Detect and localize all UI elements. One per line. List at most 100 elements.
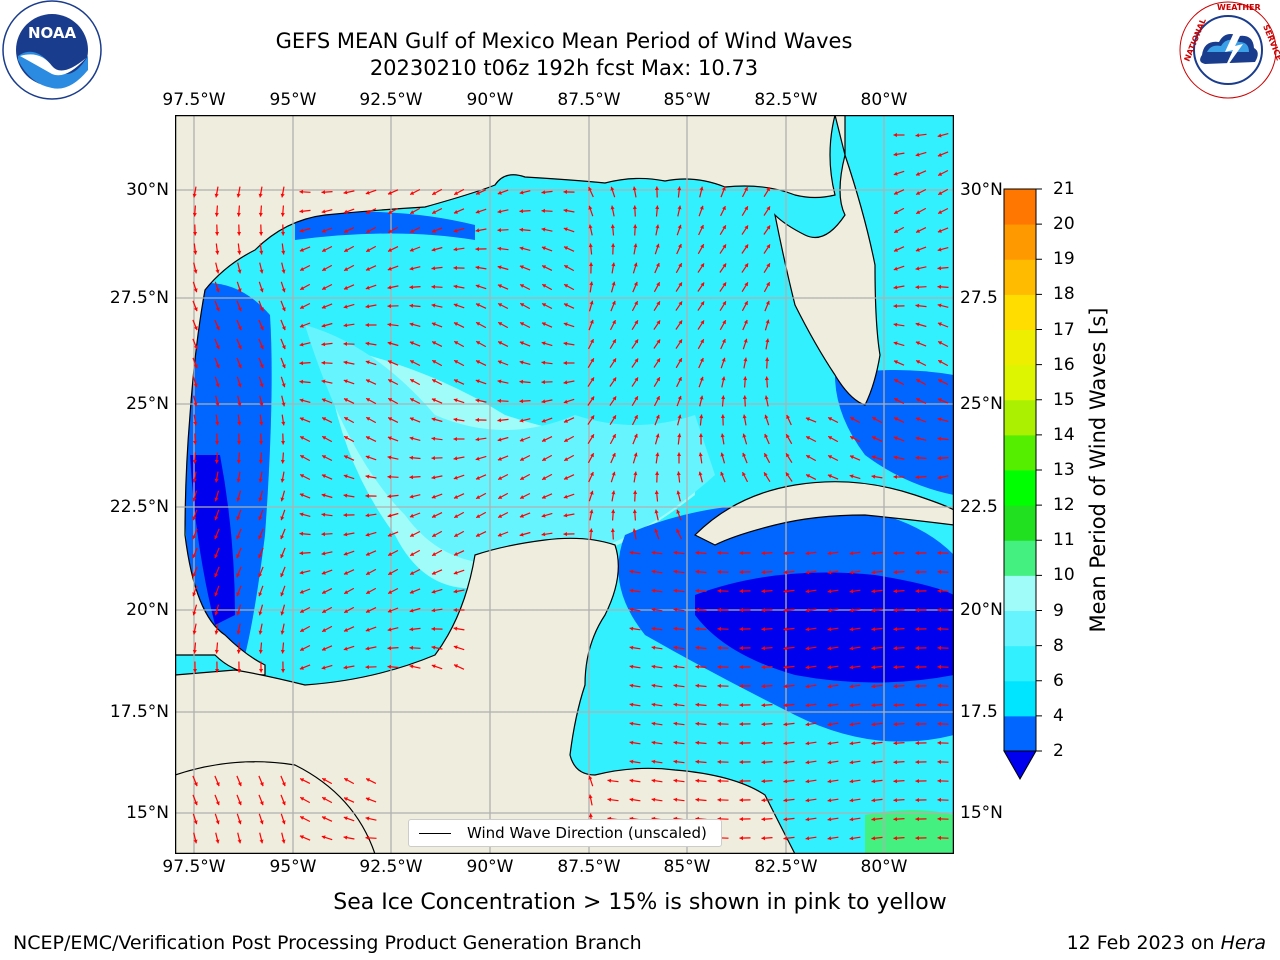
direction-arrow-head (214, 649, 219, 654)
direction-arrow-head (410, 191, 415, 195)
direction-arrow-head (677, 395, 682, 400)
direction-arrow-head (651, 702, 656, 707)
direction-arrow-head (497, 398, 502, 403)
direction-arrow-head (766, 282, 770, 287)
direction-arrow-head (476, 476, 480, 480)
direction-arrow-head (589, 281, 594, 286)
direction-arrow-head (563, 227, 568, 232)
direction-arrow-head (673, 740, 678, 745)
direction-arrow-head (937, 456, 942, 461)
direction-arrow-head (894, 417, 898, 421)
direction-arrow-head (699, 414, 704, 419)
direction-arrow-head (633, 471, 638, 476)
lat-label-left: 25°N (126, 394, 169, 414)
direction-arrow-head (300, 436, 305, 440)
direction-arrow-head (193, 383, 198, 388)
direction-arrow-head (321, 228, 326, 233)
direction-arrow-head (783, 608, 788, 613)
direction-arrow-head (761, 836, 766, 841)
direction-arrow-head (827, 836, 832, 841)
direction-arrow-head (321, 835, 326, 840)
direction-arrow-head (656, 320, 661, 325)
colorbar-bin (1004, 399, 1036, 436)
direction-arrow-head (475, 398, 480, 403)
direction-arrow-head (612, 339, 616, 344)
direction-arrow-head (281, 782, 286, 787)
direction-arrow-head (388, 229, 393, 233)
direction-arrow-head (588, 243, 593, 248)
direction-arrow-head (299, 342, 304, 347)
direction-arrow-head (915, 475, 920, 480)
direction-arrow-head (916, 210, 921, 214)
direction-arrow-head (915, 322, 920, 327)
direction-arrow-head (476, 360, 480, 364)
direction-arrow-head (215, 839, 220, 844)
direction-arrow-head (564, 419, 568, 423)
direction-arrow-head (893, 703, 898, 708)
direction-arrow-head (280, 554, 285, 559)
direction-arrow-head (893, 341, 898, 346)
direction-arrow-head (215, 364, 220, 369)
direction-arrow-head (214, 630, 219, 635)
direction-arrow-head (388, 398, 393, 402)
direction-arrow-head (193, 232, 198, 236)
direction-arrow-head (236, 554, 241, 559)
direction-arrow-head (656, 358, 660, 363)
direction-arrow-head (673, 626, 678, 631)
direction-arrow-head (589, 262, 594, 266)
direction-arrow-head (915, 646, 919, 651)
direction-arrow-head (300, 474, 305, 478)
direction-arrow-head (721, 376, 726, 381)
direction-arrow-head (498, 514, 503, 518)
direction-arrow-head (700, 320, 704, 325)
direction-arrow-head (937, 247, 942, 252)
direction-arrow-head (388, 417, 393, 421)
direction-arrow-head (215, 441, 220, 445)
direction-arrow-head (410, 229, 415, 233)
direction-arrow-head (192, 193, 197, 198)
direction-arrow-head (541, 341, 546, 346)
direction-arrow-head (722, 282, 727, 287)
direction-arrow-head (541, 190, 546, 195)
direction-arrow-head (893, 474, 897, 479)
direction-arrow-head (475, 437, 480, 442)
direction-arrow-head (827, 760, 832, 765)
direction-arrow-head (365, 455, 370, 460)
direction-arrow-head (916, 379, 921, 383)
direction-arrow-head (937, 721, 941, 726)
direction-arrow-head (563, 380, 568, 385)
direction-arrow-head (365, 323, 369, 328)
direction-arrow-head (827, 817, 832, 822)
colorbar-bin (1004, 224, 1036, 260)
direction-arrow-head (321, 398, 326, 403)
direction-arrow-head (783, 684, 788, 689)
direction-arrow-head (366, 210, 370, 214)
direction-arrow-head (764, 453, 768, 458)
direction-arrow-head (588, 205, 593, 210)
direction-arrow-head (258, 611, 263, 616)
direction-arrow-head (410, 571, 415, 575)
colorbar-tick-label: 14 (1053, 424, 1075, 445)
direction-arrow-head (611, 509, 616, 514)
direction-arrow-head (893, 455, 898, 460)
direction-arrow-head (629, 664, 634, 669)
direction-arrow-head (193, 441, 198, 445)
direction-arrow-head (872, 417, 877, 421)
direction-arrow-head (651, 550, 656, 555)
direction-arrow-head (520, 495, 525, 499)
colorbar-tick-label: 17 (1053, 319, 1075, 340)
direction-arrow-head (678, 358, 682, 363)
direction-arrow-head (651, 740, 656, 745)
direction-arrow-head (193, 839, 198, 844)
direction-arrow-head (717, 645, 721, 650)
direction-arrow-head (700, 225, 704, 229)
direction-arrow-head (343, 190, 348, 195)
direction-arrow-head (431, 247, 436, 252)
direction-arrow-head (475, 284, 480, 289)
direction-arrow-head (651, 607, 656, 612)
direction-arrow-head (656, 396, 660, 401)
direction-arrow-head (654, 186, 659, 190)
direction-arrow-head (937, 266, 942, 271)
direction-arrow-head (365, 513, 370, 518)
direction-arrow-head (431, 322, 436, 327)
